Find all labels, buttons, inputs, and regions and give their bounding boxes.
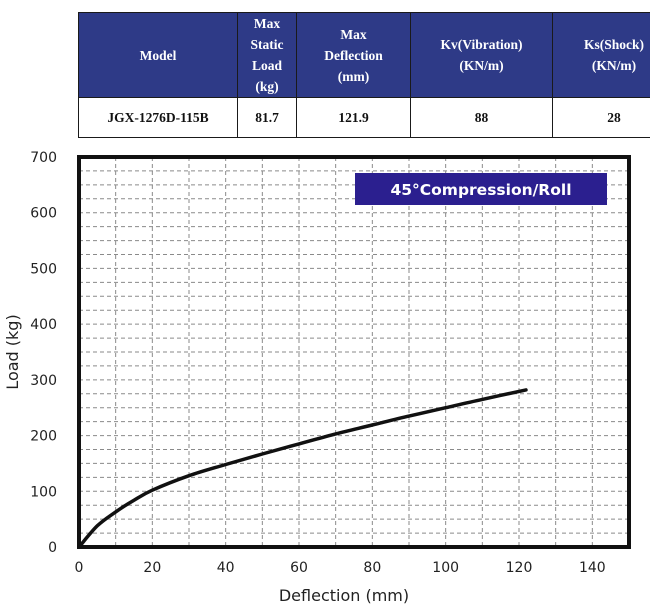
x-tick-labels: 0 20 40 60 80 100 120 140 [75, 560, 606, 576]
x-tick-label: 40 [217, 560, 235, 576]
column-header-line: Load [251, 58, 282, 73]
x-tick-label: 100 [432, 560, 459, 576]
table-cell-kv: 88 [410, 97, 553, 138]
y-tick-label: 400 [30, 317, 57, 333]
x-tick-label: 60 [290, 560, 308, 576]
column-header-model: Model [78, 12, 238, 98]
y-axis-title: Load (kg) [3, 314, 22, 389]
column-header-line: Max [340, 26, 367, 42]
y-tick-label: 300 [30, 373, 57, 389]
column-header-line: Deflection [324, 47, 383, 63]
spec-table: Model Max Static Load (kg) Max Deflection (mm) K… [78, 12, 650, 138]
y-tick-labels: 0 100 200 300 400 500 600 700 [30, 150, 57, 556]
table-cell-max-deflection: 121.9 [296, 97, 411, 138]
table-cell-max-static-load: 81.7 [237, 97, 297, 138]
x-tick-label: 140 [579, 560, 606, 576]
column-header-ks: Ks(Shock) (KN/m) [552, 12, 650, 98]
column-header-line: (KN/m) [459, 58, 504, 73]
column-header-max-deflection: Max Deflection (mm) [296, 12, 411, 98]
column-header-line: Static [250, 37, 284, 52]
plot-frame [77, 155, 631, 549]
column-header-line: Max [253, 16, 281, 31]
x-tick-label: 0 [75, 560, 84, 576]
series-line [77, 388, 528, 549]
column-header-line: (kg) [255, 79, 279, 94]
table-body: JGX-1276D-115B 81.7 121.9 88 28 [78, 97, 650, 138]
x-tick-label: 120 [506, 560, 533, 576]
column-header-line: (KN/m) [591, 58, 637, 73]
chart-title-badge-background [355, 173, 607, 205]
chart-title-badge: 45°Compression/Roll [355, 173, 607, 205]
column-header-max-static-load: Max Static Load (kg) [237, 12, 297, 98]
y-tick-label: 0 [48, 540, 57, 556]
x-tick-label: 20 [143, 560, 161, 576]
table-cell-ks: 28 [552, 97, 650, 138]
column-header-kv: Kv(Vibration) (KN/m) [410, 12, 553, 98]
series-layer [77, 388, 528, 549]
table-cell-model: JGX-1276D-115B [78, 97, 238, 138]
y-tick-label: 200 [30, 429, 57, 445]
column-header-line: (mm) [337, 68, 370, 84]
column-header-line: Kv(Vibration) [440, 37, 523, 52]
chart-title: 45°Compression/Roll [390, 181, 571, 199]
table-header-row: Model Max Static Load (kg) Max Deflection (mm) K… [78, 12, 650, 98]
y-tick-label: 600 [30, 206, 57, 222]
load-deflection-chart: 0 100 200 300 400 500 600 700 0 20 40 60 80 100 120 14… [3, 150, 631, 605]
x-tick-label: 80 [363, 560, 381, 576]
y-tick-label: 500 [30, 261, 57, 277]
column-header-line: Ks(Shock) [583, 37, 644, 52]
grid-layer [79, 157, 629, 547]
y-tick-label: 100 [30, 484, 57, 500]
y-tick-label: 700 [30, 150, 57, 166]
column-header-line: Model [139, 47, 177, 63]
table-row: JGX-1276D-115B 81.7 121.9 88 28 [78, 97, 650, 138]
x-axis-title: Deflection (mm) [279, 586, 409, 605]
